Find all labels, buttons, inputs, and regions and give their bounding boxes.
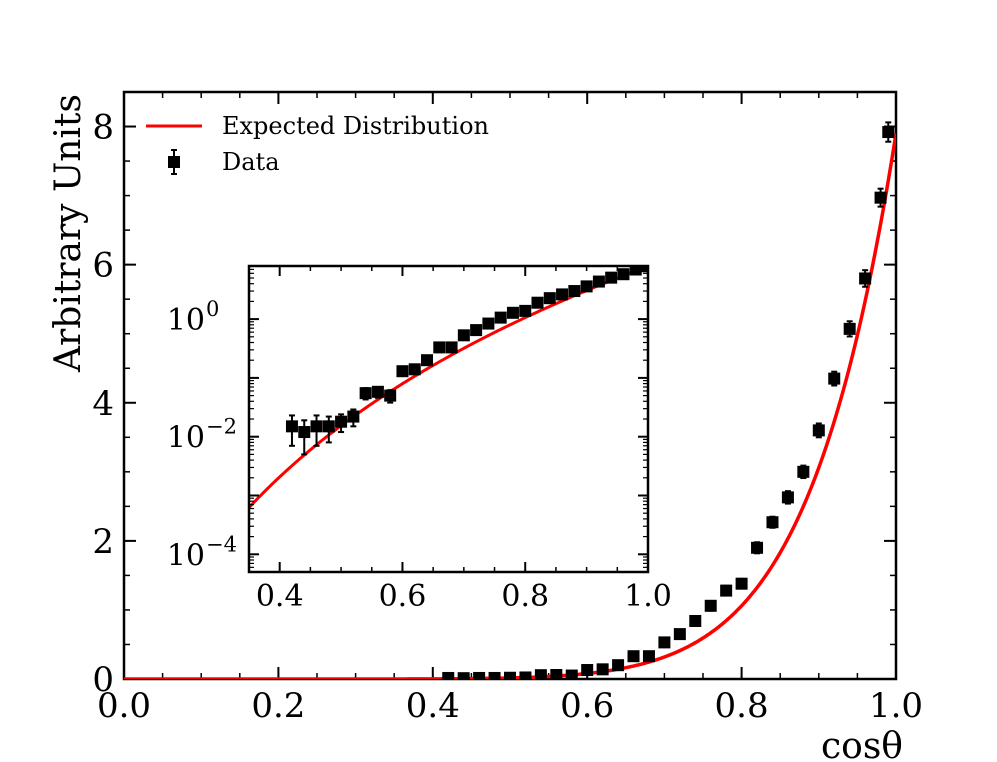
inset-y-tick-exponent: −4: [206, 532, 237, 556]
y-tick-label: 0: [92, 660, 114, 700]
x-tick-label: 0.2: [251, 686, 305, 726]
inset-x-tick-label: 0.8: [501, 579, 549, 614]
inset-data-point: [568, 285, 581, 298]
data-point: [720, 584, 733, 597]
inset-data-point: [408, 363, 421, 376]
inset-data-point: [371, 385, 384, 398]
inset-data-point: [617, 268, 630, 281]
inset-y-tick-exponent: −2: [206, 415, 237, 439]
inset-data-point: [482, 317, 495, 330]
legend-data-marker: [168, 156, 180, 168]
data-point: [704, 599, 717, 612]
inset-x-tick-label: 0.6: [379, 579, 427, 614]
data-point: [859, 272, 872, 285]
data-point: [473, 671, 486, 679]
inset-y-tick-label: 10: [167, 421, 205, 456]
data-point: [658, 636, 671, 649]
data-point: [627, 650, 640, 663]
inset-plot-frame: [247, 264, 650, 574]
inset-data-point: [592, 275, 605, 288]
inset-data-point: [494, 311, 507, 324]
data-point: [442, 671, 455, 679]
inset-data-point: [384, 389, 397, 402]
inset-data-point: [506, 306, 519, 319]
data-point: [565, 669, 578, 679]
data-point: [797, 465, 810, 478]
data-point: [882, 126, 895, 139]
inset-data-point: [470, 324, 483, 337]
inset-y-tick-label: 10: [167, 538, 205, 573]
data-point: [843, 322, 856, 335]
data-point: [735, 577, 748, 590]
inset-series-layer: [249, 266, 648, 509]
main-series-layer: [124, 121, 896, 679]
data-point: [828, 372, 841, 385]
inset-plot-background: [249, 266, 648, 572]
inset-data-point: [433, 341, 446, 354]
inset-data-point: [359, 387, 372, 400]
inset-data-point: [519, 304, 532, 317]
inset-y-tick-exponent: 0: [206, 297, 219, 321]
y-tick-label: 6: [92, 246, 114, 286]
inset-data-point: [445, 341, 458, 354]
inset-data-point: [580, 280, 593, 293]
data-point: [581, 664, 594, 677]
data-point: [751, 541, 764, 554]
x-tick-label: 0.4: [406, 686, 460, 726]
legend: Expected Distribution Data: [146, 112, 489, 176]
x-tick-label: 0.6: [560, 686, 614, 726]
y-axis-title: Arbitrary Units: [48, 94, 89, 373]
data-point: [596, 663, 609, 676]
data-point: [534, 669, 547, 679]
inset-data-point: [335, 415, 348, 428]
data-point: [519, 671, 532, 679]
x-tick-label: 0.8: [715, 686, 769, 726]
inset-y-tick-label: 10: [167, 303, 205, 338]
inset-data-point: [635, 266, 648, 273]
data-point: [612, 659, 625, 672]
data-point: [673, 628, 686, 641]
main-tick-labels: 0.0 0.2 0.4 0.6 0.8 1.0 0 2 4 6 8: [92, 108, 923, 726]
inset-data-point: [605, 271, 618, 284]
legend-fit-label: Expected Distribution: [222, 112, 489, 140]
data-point: [457, 672, 470, 679]
data-point: [766, 516, 779, 529]
data-point: [488, 671, 501, 679]
inset-data-point: [421, 354, 434, 367]
legend-data-label: Data: [222, 148, 280, 176]
y-tick-label: 4: [92, 384, 114, 424]
inset-data-point: [310, 420, 323, 433]
inset-x-tick-label: 0.4: [256, 579, 304, 614]
inset-x-tick-label: 1.0: [624, 579, 672, 614]
inset-data-point: [629, 266, 642, 276]
x-tick-label: 1.0: [869, 686, 923, 726]
data-point: [874, 191, 887, 204]
inset-data-point: [531, 296, 544, 309]
x-axis-title: cosθ: [821, 726, 903, 762]
main-plot: 0.0 0.2 0.4 0.6 0.8 1.0 0 2 4 6 8: [92, 90, 923, 726]
data-point: [689, 614, 702, 627]
inset-data-point: [347, 410, 360, 423]
inset-data-point: [396, 365, 409, 378]
inset-data-point: [322, 420, 335, 433]
data-point: [550, 668, 563, 679]
y-tick-label: 2: [92, 522, 114, 562]
inset-data-point: [298, 426, 311, 439]
x-tick-label: 0.0: [97, 686, 151, 726]
data-point: [504, 671, 516, 679]
data-point: [781, 491, 794, 504]
data-point: [812, 424, 825, 437]
inset-data-point: [285, 420, 298, 433]
inset-data-point: [543, 292, 556, 305]
data-point: [642, 650, 655, 663]
inset-data-point: [457, 329, 470, 342]
inset-data-point: [556, 288, 569, 301]
y-tick-label: 8: [92, 108, 114, 148]
